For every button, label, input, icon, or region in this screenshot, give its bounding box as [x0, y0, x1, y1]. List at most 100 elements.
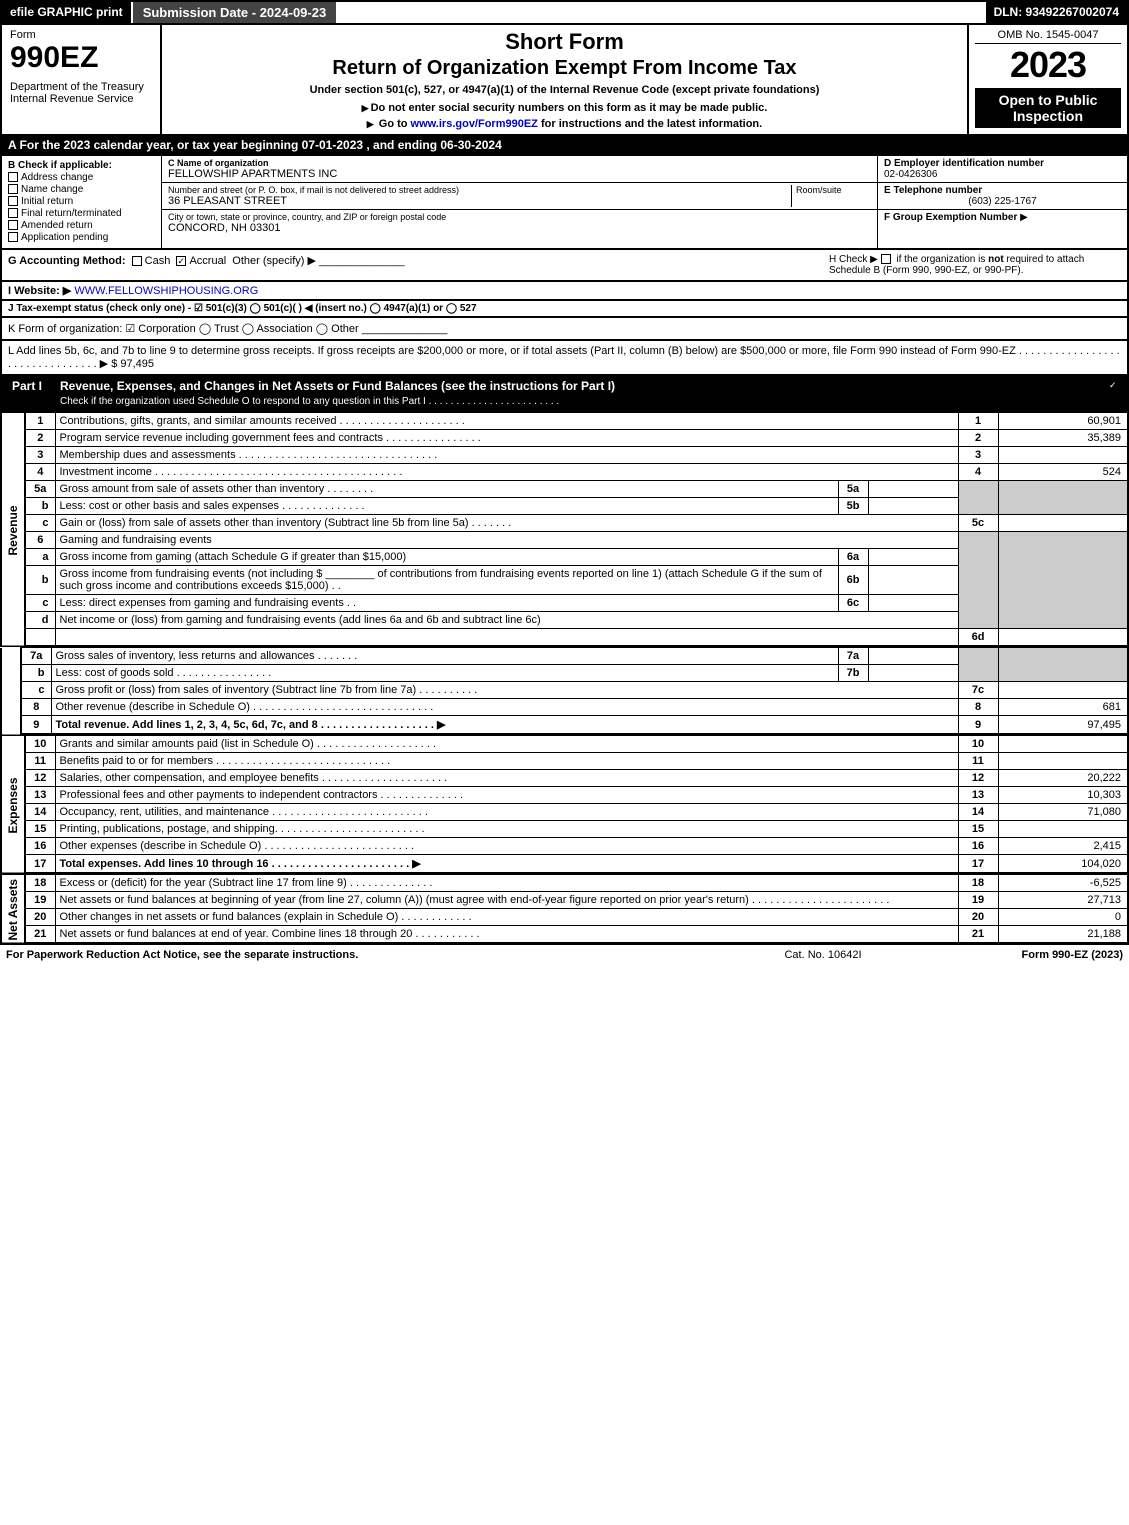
line-5b-desc: Less: cost or other basis and sales expe… — [55, 498, 838, 515]
line-21-desc: Net assets or fund balances at end of ye… — [55, 926, 958, 944]
irs-link[interactable]: www.irs.gov/Form990EZ — [411, 118, 538, 130]
line-6-desc: Gaming and fundraising events — [55, 532, 958, 549]
revenue-table-2: 7a Gross sales of inventory, less return… — [0, 647, 1129, 735]
revenue-table: Revenue 1 Contributions, gifts, grants, … — [0, 412, 1129, 647]
line-7a-desc: Gross sales of inventory, less returns a… — [51, 648, 838, 665]
phone-label: E Telephone number — [884, 185, 982, 196]
line-12-desc: Salaries, other compensation, and employ… — [55, 770, 958, 787]
chk-name-change[interactable]: Name change — [8, 184, 155, 195]
line-16-val: 2,415 — [998, 838, 1128, 855]
phone-value: (603) 225-1767 — [884, 196, 1121, 207]
street-label: Number and street (or P. O. box, if mail… — [168, 185, 791, 195]
line-17-desc: Total expenses. Add lines 10 through 16 … — [55, 855, 958, 874]
form-number: 990EZ — [10, 41, 152, 75]
form-of-organization: K Form of organization: ☑ Corporation ◯ … — [8, 323, 359, 335]
line-18-val: -6,525 — [998, 875, 1128, 892]
chk-final-return[interactable]: Final return/terminated — [8, 208, 155, 219]
line-9-val: 97,495 — [998, 716, 1128, 735]
expenses-side-label: Expenses — [1, 736, 25, 874]
goto-pre: Go to — [379, 118, 411, 130]
dln-label: DLN: 93492267002074 — [986, 2, 1127, 23]
block-gh: G Accounting Method: Cash Accrual Other … — [0, 250, 1129, 282]
line-6c-desc: Less: direct expenses from gaming and fu… — [55, 595, 838, 612]
line-5a-sub: 5a — [838, 481, 868, 498]
open-to-public: Open to Public Inspection — [975, 88, 1121, 128]
group-exemption-arrow: ▶ — [1020, 212, 1028, 223]
title-return: Return of Organization Exempt From Incom… — [172, 57, 957, 80]
line-1-col: 1 — [958, 413, 998, 430]
chk-initial-return[interactable]: Initial return — [8, 196, 155, 207]
line-6b-desc: Gross income from fundraising events (no… — [55, 566, 838, 595]
line-l-text: L Add lines 5b, 6c, and 7b to line 9 to … — [8, 345, 1120, 370]
form-word: Form — [10, 29, 152, 41]
chk-application-pending[interactable]: Application pending — [8, 232, 155, 243]
line-11-val — [998, 753, 1128, 770]
accounting-method-label: G Accounting Method: — [8, 255, 126, 267]
page-footer: For Paperwork Reduction Act Notice, see … — [0, 944, 1129, 965]
subtitle-section: Under section 501(c), 527, or 4947(a)(1)… — [172, 84, 957, 96]
line-1-val: 60,901 — [998, 413, 1128, 430]
line-20-desc: Other changes in net assets or fund bala… — [55, 909, 958, 926]
box-j: J Tax-exempt status (check only one) - ☑… — [0, 301, 1129, 318]
topbar-spacer — [336, 2, 985, 23]
netassets-table: Net Assets 18 Excess or (deficit) for th… — [0, 874, 1129, 944]
line-8-desc: Other revenue (describe in Schedule O) .… — [51, 699, 958, 716]
room-label: Room/suite — [796, 185, 871, 195]
line-7b-desc: Less: cost of goods sold . . . . . . . .… — [51, 665, 838, 682]
line-2-val: 35,389 — [998, 430, 1128, 447]
tax-exempt-status: J Tax-exempt status (check only one) - ☑… — [8, 303, 477, 314]
line-14-val: 71,080 — [998, 804, 1128, 821]
goto-post: for instructions and the latest informat… — [541, 118, 762, 130]
box-g: G Accounting Method: Cash Accrual Other … — [8, 254, 821, 276]
efile-print-label[interactable]: efile GRAPHIC print — [2, 2, 131, 23]
box-b: B Check if applicable: Address change Na… — [2, 156, 162, 248]
topbar: efile GRAPHIC print Submission Date - 20… — [0, 0, 1129, 25]
line-9-desc: Total revenue. Add lines 1, 2, 3, 4, 5c,… — [51, 716, 958, 735]
netassets-side-label: Net Assets — [1, 875, 25, 944]
line-5c-val — [998, 515, 1128, 532]
part1-label: Part I — [2, 376, 52, 410]
chk-accrual[interactable] — [176, 256, 186, 266]
line-3-desc: Membership dues and assessments . . . . … — [55, 447, 958, 464]
org-name: FELLOWSHIP APARTMENTS INC — [168, 168, 871, 180]
chk-amended-return[interactable]: Amended return — [8, 220, 155, 231]
part1-title: Revenue, Expenses, and Changes in Net As… — [52, 376, 1102, 410]
box-l: L Add lines 5b, 6c, and 7b to line 9 to … — [0, 341, 1129, 376]
line-20-val: 0 — [998, 909, 1128, 926]
box-k: K Form of organization: ☑ Corporation ◯ … — [0, 318, 1129, 341]
part1-check-text: Check if the organization used Schedule … — [60, 396, 559, 407]
other-specify: Other (specify) ▶ — [232, 255, 316, 267]
line-5a-subval — [868, 481, 958, 498]
line-6d-desc: Net income or (loss) from gaming and fun… — [55, 612, 958, 629]
line-19-val: 27,713 — [998, 892, 1128, 909]
line-l-amount: 97,495 — [120, 358, 154, 370]
line-18-desc: Excess or (deficit) for the year (Subtra… — [55, 875, 958, 892]
line-4-val: 524 — [998, 464, 1128, 481]
ein-label: D Employer identification number — [884, 158, 1044, 169]
revenue-side-label: Revenue — [1, 413, 25, 647]
line-16-desc: Other expenses (describe in Schedule O) … — [55, 838, 958, 855]
line-6d-val — [998, 629, 1128, 647]
box-d: D Employer identification number 02-0426… — [878, 156, 1127, 183]
line-17-val: 104,020 — [998, 855, 1128, 874]
box-def: D Employer identification number 02-0426… — [877, 156, 1127, 248]
header-mid: Short Form Return of Organization Exempt… — [162, 25, 967, 134]
ein-value: 02-0426306 — [884, 169, 937, 180]
submission-date: Submission Date - 2024-09-23 — [131, 2, 337, 23]
line-4-desc: Investment income . . . . . . . . . . . … — [55, 464, 958, 481]
omb-number: OMB No. 1545-0047 — [975, 29, 1121, 44]
part1-checkbox[interactable] — [1102, 376, 1127, 410]
line-14-desc: Occupancy, rent, utilities, and maintena… — [55, 804, 958, 821]
line-12-val: 20,222 — [998, 770, 1128, 787]
chk-cash[interactable] — [132, 256, 142, 266]
chk-address-change[interactable]: Address change — [8, 172, 155, 183]
box-c: C Name of organization FELLOWSHIP APARTM… — [162, 156, 877, 248]
line-21-val: 21,188 — [998, 926, 1128, 944]
footer-catno: Cat. No. 10642I — [723, 949, 923, 961]
website-label: I Website: ▶ — [8, 285, 71, 297]
chk-h-not-required[interactable] — [881, 254, 891, 264]
website-link[interactable]: WWW.FELLOWSHIPHOUSING.ORG — [74, 285, 258, 297]
tax-year: 2023 — [975, 44, 1121, 86]
street-value: 36 PLEASANT STREET — [168, 195, 791, 207]
line-5a-desc: Gross amount from sale of assets other t… — [55, 481, 838, 498]
